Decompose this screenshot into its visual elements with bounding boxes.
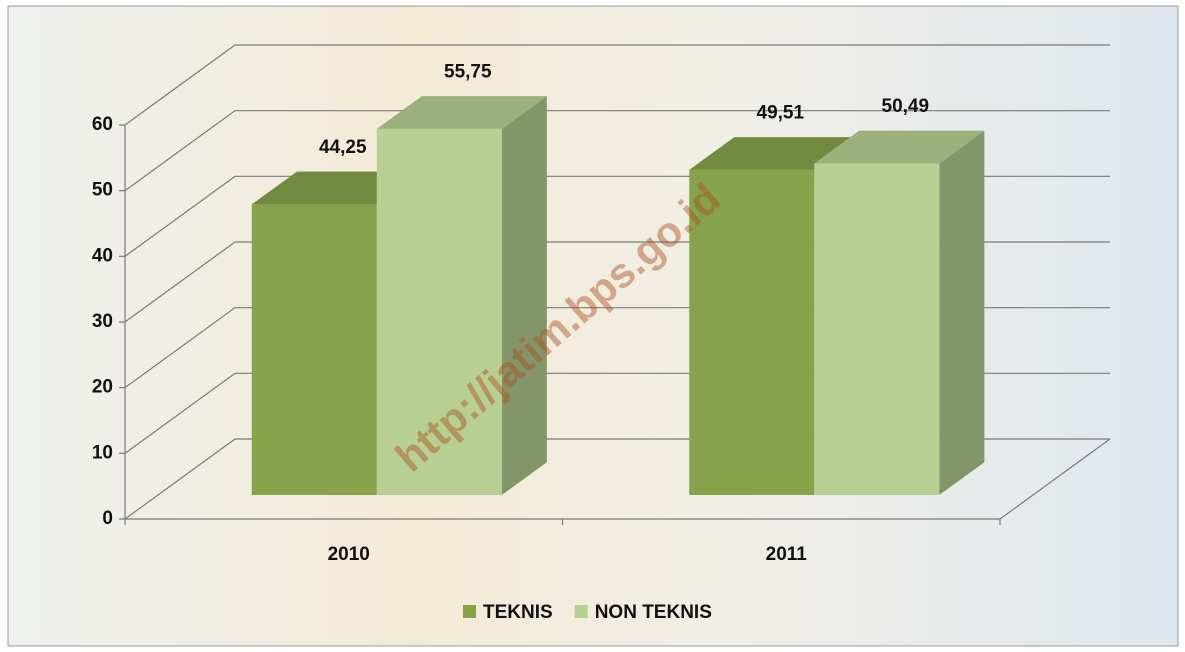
- x-tick-label: 2010: [328, 544, 370, 565]
- legend-swatch: [463, 605, 476, 618]
- bar: [251, 204, 377, 496]
- bar-side: [939, 130, 985, 496]
- grid-line: [124, 44, 1110, 126]
- y-tick-label: 50: [92, 180, 113, 201]
- value-label: 55,75: [444, 62, 492, 83]
- grid-line: [124, 110, 1110, 192]
- legend-label: TEKNIS: [483, 602, 553, 623]
- value-label: 50,49: [882, 96, 930, 117]
- value-label: 49,51: [757, 102, 805, 123]
- legend-label: NON TEKNIS: [595, 602, 712, 623]
- y-tick-label: 10: [92, 442, 113, 463]
- bar-side: [501, 96, 547, 495]
- y-tick-label: 0: [102, 508, 113, 529]
- y-tick-label: 60: [92, 114, 113, 135]
- value-label: 44,25: [319, 137, 367, 158]
- bar: [376, 128, 502, 496]
- y-tick-label: 30: [92, 311, 113, 332]
- y-tick-label: 20: [92, 377, 113, 398]
- bar-top: [376, 96, 547, 129]
- legend-swatch: [574, 605, 588, 618]
- bar: [689, 169, 815, 495]
- x-tick-label: 2011: [766, 544, 808, 565]
- plot: 0 10 20 30 40 50 60 2010 44,25 55,75 2011 49,51 50,4…: [92, 44, 1111, 623]
- bar: [814, 163, 940, 495]
- y-tick-label: 40: [92, 245, 113, 266]
- bar-top: [814, 130, 985, 164]
